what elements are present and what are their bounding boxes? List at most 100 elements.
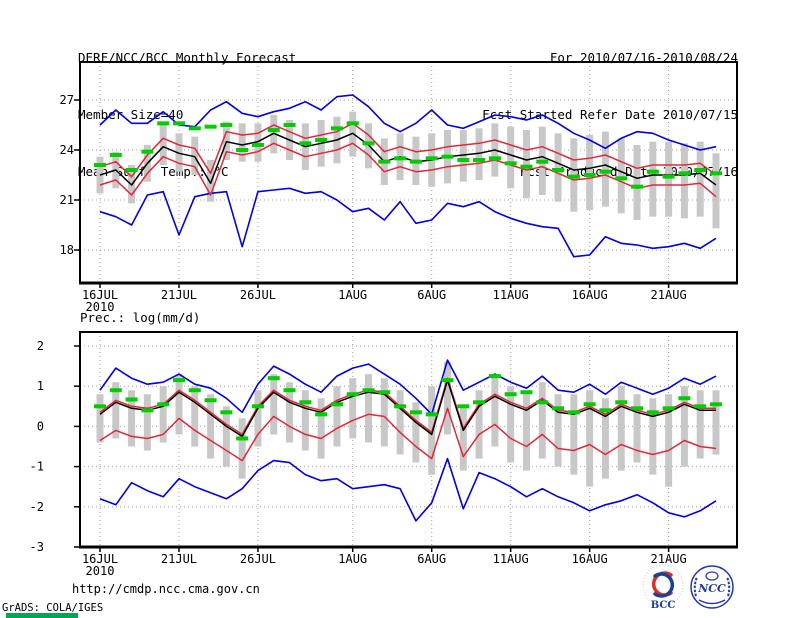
prec-spread-bar (443, 362, 451, 435)
prec-spread-bar (617, 386, 625, 471)
temp-xtick-label: 11AUG (493, 288, 529, 302)
temp-obs-dash (394, 156, 407, 161)
bcc-logo-label: BCC (651, 600, 676, 610)
prec-spread-bar (207, 394, 215, 459)
temp-year-label: 2010 (86, 300, 115, 314)
temp-obs-dash (441, 154, 454, 159)
prec-obs-dash (346, 392, 359, 397)
prec-spread-bar (586, 390, 594, 487)
prec-spread-bar (254, 390, 262, 447)
prec-obs-dash (425, 412, 438, 417)
temp-spread-bar (665, 141, 673, 217)
prec-spread-bar (333, 386, 341, 447)
prec-spread-bar (96, 394, 104, 443)
prec-obs-dash (441, 378, 454, 383)
temp-obs-dash (125, 168, 138, 173)
prec-spread-bar (649, 398, 657, 475)
prec-spread-bar (112, 382, 120, 439)
prec-obs-dash (567, 410, 580, 415)
ncc-wreath-right (726, 576, 731, 597)
temp-obs-dash (457, 158, 470, 163)
temp-obs-dash (567, 174, 580, 179)
prec-obs-dash (409, 410, 422, 415)
prec-spread-bar (301, 390, 309, 451)
temp-spread-bar (159, 123, 167, 166)
temp-obs-dash (109, 153, 122, 158)
temp-xtick-label: 16AUG (572, 288, 608, 302)
temp-xtick-label: 21AUG (651, 288, 687, 302)
prec-obs-dash (378, 390, 391, 395)
temp-spread-bar (96, 156, 104, 194)
prec-obs-dash (504, 392, 517, 397)
temp-xtick-label: 16JUL (82, 288, 118, 302)
temp-spread-bar (696, 141, 704, 217)
ncc-globe (705, 571, 719, 581)
temp-obs-dash (425, 156, 438, 161)
temp-obs-dash (299, 141, 312, 146)
temp-obs-dash (536, 159, 549, 164)
temp-obs-dash (473, 158, 486, 163)
prec-spread-bar (286, 382, 294, 443)
prec-obs-dash (94, 404, 106, 409)
temp-ytick-label: 27 (60, 93, 74, 107)
prec-ytick-label: 2 (37, 339, 44, 353)
temp-obs-dash (504, 161, 517, 166)
prec-spread-bar (143, 394, 151, 451)
prec-spread-bar (175, 374, 183, 435)
prec-obs-dash (251, 404, 264, 409)
temp-obs-dash (172, 121, 185, 126)
temp-xtick-label: 21JUL (161, 288, 197, 302)
temp-obs-dash (94, 163, 106, 168)
temp-obs-dash (583, 173, 596, 178)
prec-obs-dash (457, 404, 470, 409)
prec-xtick-label: 6AUG (417, 552, 446, 566)
prec-xtick-label: 21JUL (161, 552, 197, 566)
prec-ytick-label: -3 (30, 540, 44, 554)
prec-spread-bar (365, 374, 373, 443)
temp-obs-dash (315, 138, 328, 143)
prec-spread-bar (459, 406, 467, 471)
temp-obs-dash (488, 156, 501, 161)
prec-spread-bar (317, 398, 325, 459)
prec-mean-line (99, 379, 716, 438)
prec-obs-dash (188, 388, 201, 393)
prec-spread-bar (507, 386, 515, 463)
temp-obs-dash (378, 159, 391, 164)
source-url: http://cmdp.ncc.cma.gov.cn (72, 582, 260, 596)
temp-xtick-label: 6AUG (417, 288, 446, 302)
prec-ytick-label: 0 (37, 419, 44, 433)
prec-spread-bar (601, 398, 609, 479)
temp-spread-bar (680, 143, 688, 219)
grads-stamp (6, 613, 78, 618)
prec-obs-dash (125, 397, 138, 402)
ncc-wreath-bottom (698, 599, 726, 605)
temp-obs-dash (236, 148, 249, 153)
prec-obs-dash (583, 402, 596, 407)
temp-obs-dash (599, 169, 612, 174)
temp-spread-bar (601, 131, 609, 207)
prec-obs-dash (694, 404, 707, 409)
temp-obs-dash (283, 123, 296, 128)
temp-obs-dash (678, 171, 691, 176)
temp-spread-bar (554, 133, 562, 202)
prec-ytick-label: 1 (37, 379, 44, 393)
temp-upper-line (99, 122, 717, 178)
prec-obs-dash (172, 378, 185, 383)
prec-obs-dash (220, 410, 233, 415)
temp-obs-dash (710, 171, 722, 176)
prec-obs-dash (615, 400, 628, 405)
prec-xtick-label: 26JUL (240, 552, 276, 566)
temp-ytick-label: 21 (60, 193, 74, 207)
prec-year-label: 2010 (86, 564, 115, 578)
prec-ytick-label: -1 (30, 460, 44, 474)
prec-spread-bar (475, 390, 483, 459)
prec-spread-bar (665, 394, 673, 487)
temp-obs-dash (631, 184, 644, 189)
ncc-logo-ring (690, 565, 734, 609)
prec-xtick-label: 16AUG (572, 552, 608, 566)
temp-spread-bar (522, 130, 530, 199)
temp-obs-dash (141, 149, 154, 154)
temp-spread-bar (507, 126, 515, 189)
temp-obs-dash (220, 123, 233, 128)
prec-obs-dash (109, 388, 122, 393)
